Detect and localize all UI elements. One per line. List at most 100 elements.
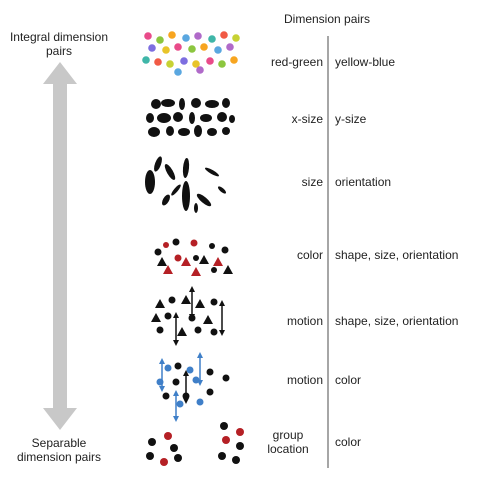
triangle-mark xyxy=(181,295,191,304)
dot xyxy=(174,362,182,370)
dot xyxy=(209,243,215,249)
row-6-left: motion xyxy=(286,373,323,387)
dot xyxy=(156,36,164,44)
triangle-mark xyxy=(191,267,201,276)
row-3-left: size xyxy=(301,175,323,189)
motion-arrow-head-up xyxy=(219,300,225,306)
row-2-right: y-size xyxy=(335,112,367,126)
dot xyxy=(174,454,182,462)
ellipse-mark xyxy=(148,127,160,137)
ellipse-mark xyxy=(171,184,181,196)
triangle-mark xyxy=(213,257,223,266)
triangle-mark xyxy=(195,299,205,308)
dot xyxy=(186,366,194,374)
header-title: Dimension pairs xyxy=(284,12,371,26)
row-6-right: color xyxy=(335,373,362,387)
dot xyxy=(218,60,226,68)
motion-arrow-head-up xyxy=(173,312,179,318)
dot xyxy=(166,60,174,68)
ellipse-mark xyxy=(173,112,183,122)
ellipse-mark xyxy=(217,112,227,122)
triangle-mark xyxy=(151,313,161,322)
ellipse-mark xyxy=(162,194,170,206)
dot xyxy=(200,43,208,51)
separable-label: Separable dimension pairs xyxy=(4,436,114,464)
motion-arrow-head-down xyxy=(173,340,179,346)
ellipse-mark xyxy=(182,158,190,178)
dot xyxy=(142,56,150,64)
ellipse-mark xyxy=(145,170,155,194)
motion-arrow-head-up xyxy=(183,370,189,376)
motion-arrow-head-up xyxy=(159,358,165,364)
integral-label: Integral dimension pairs xyxy=(4,30,114,58)
dot xyxy=(164,364,172,372)
ellipse-mark xyxy=(217,186,227,194)
row-7-right: color xyxy=(335,435,362,449)
ellipse-mark xyxy=(146,113,154,123)
row-3-right: orientation xyxy=(335,175,392,189)
dot xyxy=(206,368,214,376)
ellipse-mark xyxy=(166,126,174,136)
dot xyxy=(188,45,196,53)
motion-arrow-head-down xyxy=(219,330,225,336)
row-7-left: group location xyxy=(258,428,318,456)
ellipse-mark xyxy=(207,128,217,136)
dot xyxy=(168,296,176,304)
integral-label-text: Integral dimension pairs xyxy=(9,30,109,58)
dot xyxy=(174,43,182,51)
glyph-colored-dots xyxy=(142,31,240,76)
ellipse-mark xyxy=(157,113,171,123)
triangle-mark xyxy=(223,265,233,274)
dot xyxy=(156,326,164,334)
dot xyxy=(194,32,202,40)
ellipse-mark xyxy=(196,193,212,207)
ellipse-mark xyxy=(205,100,219,108)
glyph-moving-colored-dots xyxy=(156,352,230,422)
triangle-mark xyxy=(155,299,165,308)
dot xyxy=(206,57,214,65)
ellipse-mark xyxy=(205,167,219,177)
row-1-right: yellow-blue xyxy=(335,55,396,69)
dot xyxy=(172,378,180,386)
row-4-left: color xyxy=(296,248,323,262)
dot xyxy=(196,66,204,74)
ellipse-mark xyxy=(222,127,230,135)
dot xyxy=(236,442,244,450)
dot xyxy=(220,422,228,430)
triangle-mark xyxy=(181,257,191,266)
motion-arrow-head-down xyxy=(159,386,165,392)
dot xyxy=(236,428,244,436)
ellipse-mark xyxy=(191,98,201,108)
dot xyxy=(194,326,202,334)
dot xyxy=(176,400,184,408)
dot xyxy=(196,398,204,406)
dot xyxy=(154,248,162,256)
ellipse-mark xyxy=(154,156,162,172)
dot xyxy=(174,254,182,262)
triangle-mark xyxy=(199,255,209,264)
dot xyxy=(168,31,176,39)
ellipse-mark xyxy=(194,125,202,137)
dot xyxy=(170,444,178,452)
separable-label-text: Separable dimension pairs xyxy=(16,436,102,464)
ellipse-mark xyxy=(178,128,190,136)
dot xyxy=(230,56,238,64)
glyph-moving-shapes xyxy=(151,286,225,346)
glyph-ellipses-xy xyxy=(146,98,235,137)
dot xyxy=(144,32,152,40)
ellipse-mark xyxy=(179,98,185,110)
dot xyxy=(162,392,170,400)
dot xyxy=(180,57,188,65)
dot xyxy=(148,438,156,446)
motion-arrow-head-up xyxy=(197,352,203,358)
ellipse-mark xyxy=(194,203,198,213)
dot xyxy=(218,452,226,460)
dot xyxy=(164,312,172,320)
dot xyxy=(148,44,156,52)
motion-arrow-head-down xyxy=(173,416,179,422)
dot xyxy=(164,432,172,440)
ellipse-mark xyxy=(164,164,176,180)
triangle-mark xyxy=(157,257,167,266)
dot xyxy=(154,58,162,66)
